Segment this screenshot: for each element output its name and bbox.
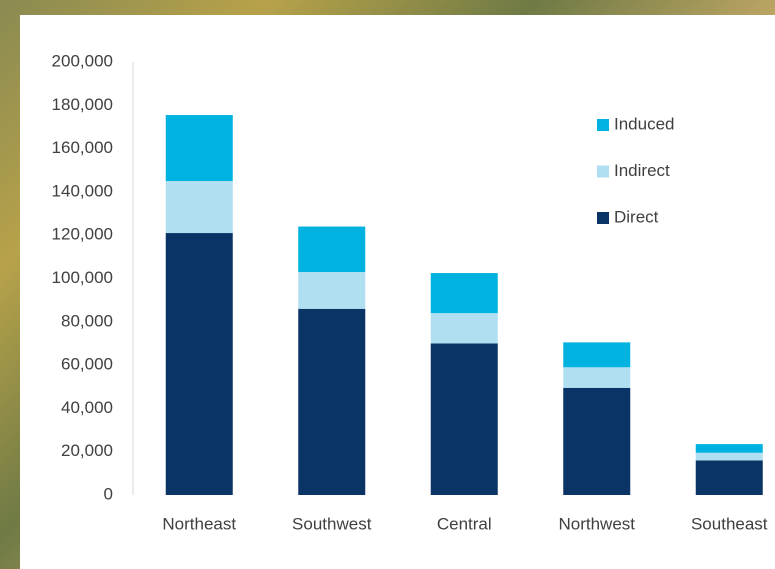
bar-segment bbox=[696, 460, 763, 495]
chart: 0 20,000 40,000 60,000 80,000 100,000 120,000 1… bbox=[0, 0, 775, 569]
bar-segment bbox=[166, 181, 233, 233]
y-tick-label: 80,000 bbox=[61, 311, 113, 330]
bar-segment bbox=[696, 444, 763, 453]
bar-segment bbox=[431, 273, 498, 313]
bar-segment bbox=[431, 313, 498, 343]
x-tick-label: Southeast bbox=[691, 514, 768, 533]
legend-swatch bbox=[597, 212, 609, 224]
y-tick-label: 100,000 bbox=[52, 268, 113, 287]
bar-segment bbox=[166, 115, 233, 181]
x-tick-label: Southwest bbox=[292, 514, 372, 533]
y-tick-label: 60,000 bbox=[61, 355, 113, 374]
bar-segment bbox=[563, 367, 630, 388]
bar-segment bbox=[166, 233, 233, 495]
bar-segment bbox=[298, 227, 365, 272]
y-tick-label: 20,000 bbox=[61, 441, 113, 460]
bar-segment bbox=[563, 388, 630, 495]
y-tick-label: 40,000 bbox=[61, 398, 113, 417]
y-tick-label: 200,000 bbox=[52, 51, 113, 70]
legend-label: Direct bbox=[614, 207, 659, 226]
page: {"chart_data": {"type": "stacked-bar", "… bbox=[0, 0, 775, 569]
legend-swatch bbox=[597, 119, 609, 131]
y-tick-label: 0 bbox=[104, 484, 113, 503]
bar-segment bbox=[563, 342, 630, 367]
bar-segment bbox=[298, 309, 365, 495]
x-tick-label: Central bbox=[437, 514, 492, 533]
bar-segment bbox=[431, 343, 498, 495]
y-tick-label: 180,000 bbox=[52, 95, 113, 114]
x-tick-label: Northwest bbox=[558, 514, 635, 533]
legend-label: Indirect bbox=[614, 161, 670, 180]
bar-segment bbox=[696, 453, 763, 461]
y-tick-label: 120,000 bbox=[52, 225, 113, 244]
legend-swatch bbox=[597, 166, 609, 178]
legend-label: Induced bbox=[614, 114, 675, 133]
x-tick-label: Northeast bbox=[162, 514, 236, 533]
y-tick-label: 140,000 bbox=[52, 181, 113, 200]
bar-segment bbox=[298, 272, 365, 309]
y-tick-label: 160,000 bbox=[52, 138, 113, 157]
